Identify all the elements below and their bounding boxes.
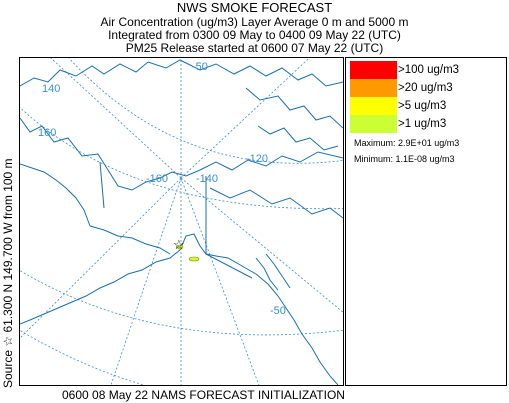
us-canada-border [205, 253, 253, 279]
minimum-value: Minimum: 1.1E-08 ug/m3 [354, 154, 455, 164]
graticule-label: -50 [270, 305, 286, 317]
canada-islands [245, 87, 343, 129]
graticule-label: -120 [246, 153, 268, 165]
siberia-coast [20, 117, 343, 191]
release-info: PM25 Release started at 0600 07 May 22 (… [125, 41, 384, 55]
inside-passage [255, 257, 279, 291]
meridian-line [20, 177, 182, 339]
integration-period: Integrated from 0300 09 May to 0400 09 M… [108, 28, 401, 42]
legend-swatch-orange [350, 79, 397, 97]
graticule-labels: 140 160 -160 -140 -120 -50 -50 [38, 61, 286, 317]
graticule-label: 140 [42, 83, 60, 95]
maximum-value: Maximum: 2.9E+01 ug/m3 [354, 138, 460, 148]
meridian-line [180, 177, 343, 313]
meridian-line [110, 177, 182, 385]
concentration-subtitle: Air Concentration (ug/m3) Layer Average … [100, 15, 409, 29]
map-canvas: 140 160 -160 -140 -120 -50 -50 ☆ [20, 58, 343, 385]
legend: >100 ug/m3 >20 ug/m3 >5 ug/m3 >1 ug/m3 M… [345, 57, 507, 386]
legend-swatch-yellow [350, 97, 397, 115]
coastlines [20, 59, 343, 385]
legend-label: >20 ug/m3 [398, 82, 453, 94]
legend-label: >5 ug/m3 [398, 100, 447, 112]
legend-swatch-red [350, 61, 397, 79]
source-location-label: Source ☆ 61.300 N 149.700 W from 100 m [1, 158, 15, 388]
latitude-line [20, 329, 146, 385]
western-alaska-coast [20, 163, 91, 227]
initialization-label: 0600 08 May 22 NAMS FORECAST INITIALIZAT… [62, 388, 345, 402]
graticule [20, 58, 343, 385]
gulf-of-alaska-coast [179, 233, 339, 385]
graticule-label: -160 [146, 173, 168, 185]
inside-passage [265, 253, 291, 289]
canada-islands [257, 125, 339, 151]
legend-swatch-lime [350, 115, 397, 133]
canada-coast [209, 187, 343, 219]
arctic-coast [20, 59, 343, 87]
latitude-line [20, 270, 343, 336]
graticule-label: -50 [192, 61, 208, 73]
meridian-line [180, 177, 260, 385]
plume-contour-1 [188, 256, 200, 262]
political-boundaries [99, 161, 253, 279]
latitude-line [68, 58, 343, 164]
forecast-title: NWS SMOKE FORECAST [176, 0, 333, 15]
map-panel: 140 160 -160 -140 -120 -50 -50 ☆ [19, 57, 344, 386]
date-line [99, 161, 105, 209]
legend-label: >1 ug/m3 [398, 118, 447, 130]
graticule-label: -140 [196, 173, 218, 185]
latitude-line [20, 106, 343, 210]
meridian-line [50, 58, 182, 179]
star-icon: ☆ [173, 237, 185, 252]
graticule-label: 160 [38, 127, 56, 139]
legend-label: >100 ug/m3 [398, 64, 460, 76]
alaska-peninsula-coast [20, 249, 181, 325]
bristol-bay-coast [89, 225, 171, 255]
plume-contour-2 [176, 244, 184, 250]
smoke-plume [176, 244, 200, 262]
